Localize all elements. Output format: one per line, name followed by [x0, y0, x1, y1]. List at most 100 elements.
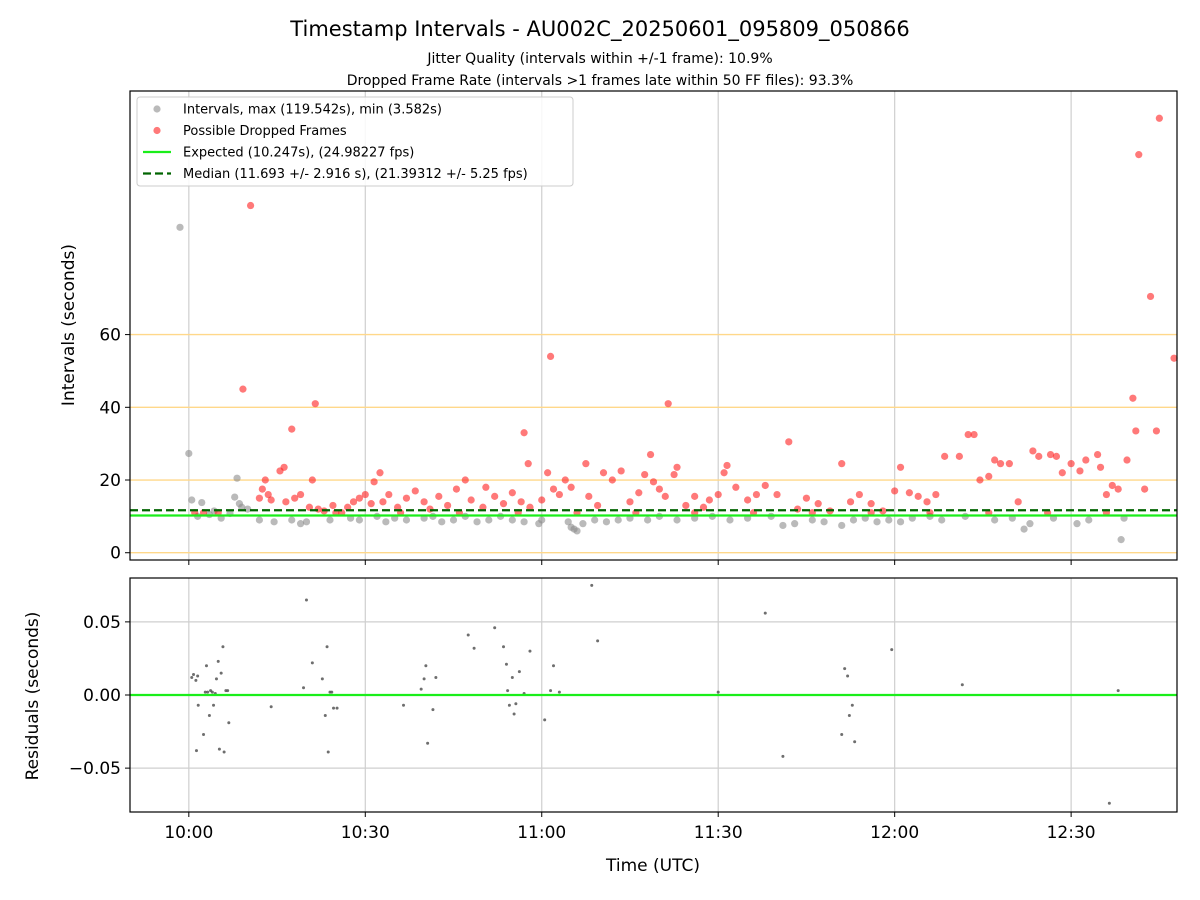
dropped-frame-point: [526, 503, 534, 511]
x-tick-label: 10:30: [341, 823, 390, 843]
dropped-frame-point: [1135, 151, 1143, 159]
residual-point: [214, 677, 218, 681]
dropped-frame-point: [773, 490, 781, 499]
dropped-frame-point: [752, 490, 761, 499]
dropped-frame-point: [311, 400, 319, 408]
dropped-frame-point: [896, 463, 905, 471]
residual-point: [196, 703, 200, 707]
dropped-frame-point: [617, 467, 625, 475]
dropped-frame-point: [288, 425, 296, 433]
interval-point: [255, 516, 264, 524]
residual-point: [194, 749, 198, 753]
dropped-frame-point: [467, 496, 475, 504]
dropped-frame-point: [1132, 427, 1140, 435]
y-tick-label: −0.05: [69, 759, 121, 779]
residual-point: [472, 646, 476, 650]
dropped-frame-point: [705, 496, 713, 504]
legend-label: Median (11.693 +/- 2.916 s), (21.39312 +…: [183, 167, 528, 182]
x-tick-label: 12:30: [1047, 823, 1096, 843]
dropped-frame-point: [1155, 114, 1163, 122]
dropped-frame-point: [444, 501, 452, 510]
residual-point: [1107, 801, 1111, 805]
interval-point: [538, 516, 546, 524]
dropped-frame-point: [1058, 469, 1066, 477]
dropped-frame-point: [664, 400, 672, 408]
interval-point: [402, 516, 411, 524]
dropped-frame-point: [970, 430, 978, 439]
dropped-frame-point: [361, 490, 369, 499]
dropped-frame-point: [1005, 460, 1013, 468]
dropped-frame-point: [508, 489, 516, 497]
dropped-frame-point: [255, 494, 264, 502]
residual-point: [269, 705, 273, 709]
dropped-frame-point: [246, 201, 255, 210]
x-tick-label: 12:00: [870, 823, 919, 843]
residual-point: [310, 661, 314, 665]
dropped-frame-point: [264, 490, 272, 499]
dropped-frame-point: [461, 476, 469, 484]
residual-point: [194, 678, 198, 682]
residual-point: [216, 659, 220, 663]
residual-point: [543, 718, 547, 722]
interval-point: [1026, 520, 1034, 528]
residual-point: [212, 703, 216, 707]
y-tick-label: 60: [99, 326, 121, 346]
dropped-frame-point: [794, 505, 802, 513]
dropped-frame-point: [599, 469, 608, 477]
dropped-frame-point: [517, 498, 525, 506]
dropped-frame-point: [1076, 467, 1084, 475]
dropped-frame-point: [411, 487, 419, 495]
interval-point: [644, 516, 652, 524]
chart-title: Timestamp Intervals - AU002C_20250601_09…: [289, 17, 909, 42]
dropped-frame-point: [923, 498, 931, 506]
dropped-frame-point: [538, 496, 546, 504]
dropped-frame-point: [814, 500, 822, 508]
dropped-frame-point: [567, 483, 575, 491]
residual-point: [326, 750, 330, 754]
residual-point: [190, 675, 194, 679]
residual-point: [419, 687, 423, 691]
dropped-frame-point: [914, 492, 922, 500]
dropped-frame-point: [991, 456, 999, 464]
chart-subtitle-jitter: Jitter Quality (intervals within +/-1 fr…: [426, 51, 772, 67]
dropped-frame-point: [655, 485, 663, 493]
interval-point: [873, 518, 881, 526]
dropped-frame-point: [670, 470, 678, 479]
residual-point: [590, 583, 594, 587]
dropped-frame-point: [646, 450, 655, 459]
dropped-frame-point: [308, 476, 316, 484]
dropped-frame-point: [344, 503, 352, 511]
interval-point: [485, 516, 493, 524]
dropped-frame-point: [1082, 456, 1090, 464]
residual-point: [207, 713, 211, 717]
residual-point: [847, 713, 851, 717]
residual-point: [227, 721, 231, 725]
interval-point: [176, 223, 184, 231]
interval-point: [849, 516, 858, 524]
dropped-frame-point: [376, 469, 384, 477]
residual-point: [512, 712, 516, 716]
residual-point: [335, 706, 339, 710]
residual-point: [510, 675, 514, 679]
dropped-frame-point: [1123, 456, 1131, 464]
interval-point: [779, 521, 787, 530]
interval-point: [508, 516, 516, 524]
residual-point: [502, 645, 506, 649]
dropped-frame-point: [1093, 450, 1102, 459]
interval-point: [449, 516, 458, 524]
interval-point: [573, 527, 581, 535]
dropped-frame-point: [855, 490, 863, 499]
interval-point: [791, 520, 799, 528]
dropped-frame-point: [370, 478, 378, 486]
legend-label: Intervals, max (119.542s), min (3.582s): [183, 103, 442, 118]
dropped-frame-point: [267, 496, 275, 504]
x-tick-label: 11:00: [517, 823, 566, 843]
interval-point: [473, 518, 481, 526]
dropped-frame-point: [280, 463, 288, 471]
dropped-frame-point: [905, 489, 913, 497]
interval-point: [1117, 536, 1125, 544]
dropped-frame-point: [394, 503, 402, 511]
residual-point: [206, 690, 210, 694]
residual-point: [196, 674, 200, 678]
